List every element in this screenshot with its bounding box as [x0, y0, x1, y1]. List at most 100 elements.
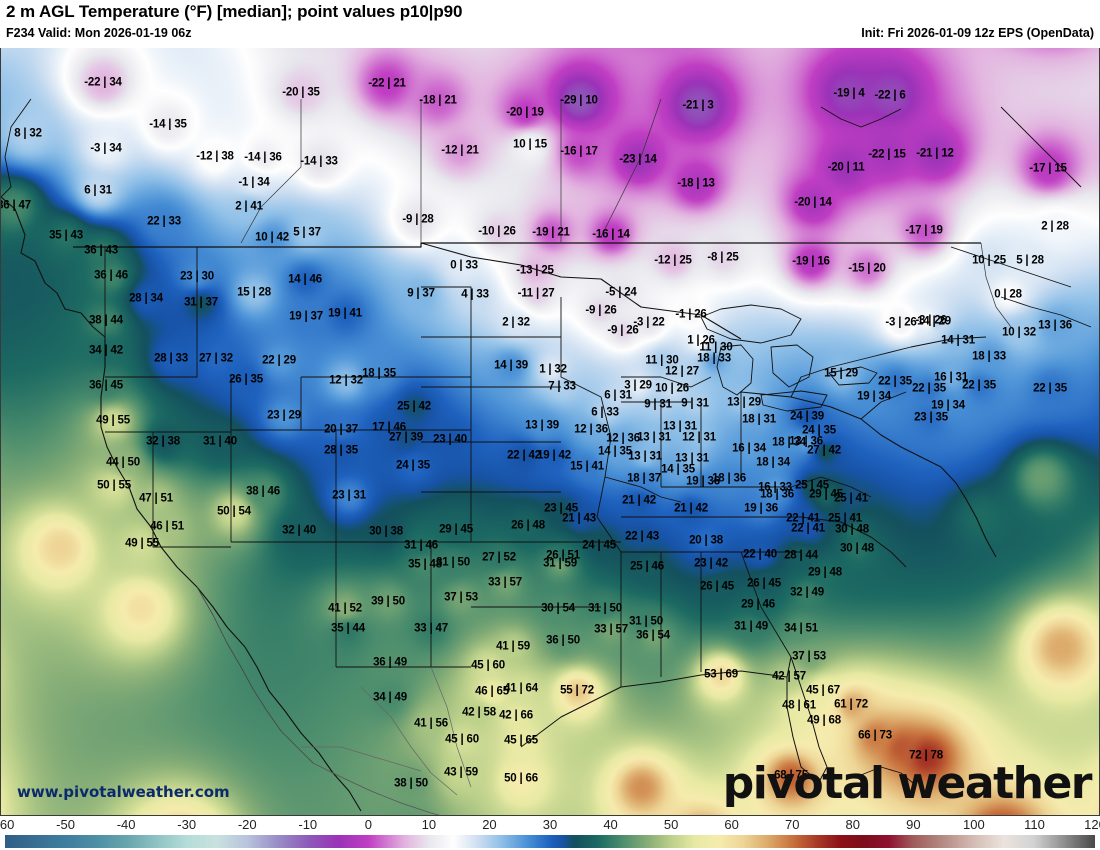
point-value-label: -23 | 14: [619, 153, 657, 166]
bc-ab-line: [240, 99, 302, 244]
point-value-label: 41 | 59: [496, 640, 530, 653]
point-value-label: 0 | 28: [994, 288, 1022, 301]
point-value-label: 22 | 41: [791, 522, 825, 535]
point-value-label: 31 | 50: [629, 615, 663, 628]
point-value-label: 19 | 42: [537, 449, 571, 462]
hudson-bay-south: [820, 106, 902, 128]
point-value-label: -14 | 36: [244, 151, 282, 164]
point-value-label: 36 | 50: [546, 634, 580, 647]
point-value-label: 25 | 41: [834, 492, 868, 505]
point-value-label: -3 | 26: [885, 316, 917, 329]
point-value-label: 18 | 37: [627, 472, 661, 485]
point-value-label: 1 | 26: [687, 334, 715, 347]
point-value-label: 30 | 48: [835, 523, 869, 536]
point-value-label: 18 | 34: [772, 436, 806, 449]
lake-michigan: [716, 344, 754, 396]
temperature-map[interactable]: -22 | 34 8 | 32 -14 | 35 -3 | 34 -12 | 38 -14…: [0, 46, 1100, 816]
point-value-label: 14 | 31: [941, 334, 975, 347]
point-value-label: 23 | 31: [332, 489, 366, 502]
point-value-label: -22 | 15: [868, 148, 906, 161]
colorbar-tick-5: -10: [298, 817, 318, 832]
point-value-label: 1 | 32: [539, 363, 567, 376]
point-value-label: 31 | 50: [588, 602, 622, 615]
point-value-label: -21 | 12: [916, 147, 954, 160]
point-value-label: 32 | 40: [282, 524, 316, 537]
point-value-label: 13 | 36: [789, 435, 823, 448]
point-value-label: 43 | 59: [444, 766, 478, 779]
point-value-label: -12 | 21: [441, 144, 479, 157]
point-value-label: 23 | 42: [694, 557, 728, 570]
point-value-label: 8 | 32: [14, 127, 42, 140]
gulf-st-lawrence: [1000, 296, 1092, 328]
point-value-label: 22 | 43: [625, 530, 659, 543]
point-value-label: 31 | 46: [404, 539, 438, 552]
colorbar-tick-1: -50: [56, 817, 75, 832]
point-value-label: 41 | 56: [414, 717, 448, 730]
point-value-label: 18 | 31: [742, 413, 776, 426]
ne-coast: [740, 391, 997, 558]
point-value-label: 42 | 58: [462, 706, 496, 719]
point-value-label: 13 | 31: [628, 450, 662, 463]
mo-river: [604, 476, 682, 503]
point-value-label: 2 | 41: [235, 200, 263, 213]
colorbar-tick-15: 90: [906, 817, 921, 832]
point-value-label: -22 | 6: [874, 89, 906, 102]
ne-canada-coast: [1000, 106, 1082, 188]
point-value-label: 25 | 45: [795, 479, 829, 492]
point-value-label: 36 | 45: [89, 379, 123, 392]
map-header: 2 m AGL Temperature (°F) [median]; point…: [0, 0, 1100, 48]
point-value-label: 35 | 48: [408, 558, 442, 571]
point-value-label: -12 | 38: [196, 150, 234, 163]
lake-erie: [760, 390, 828, 412]
point-value-label: 22 | 35: [912, 382, 946, 395]
point-value-label: 5 | 28: [1016, 254, 1044, 267]
id-wa-line: [105, 247, 198, 378]
point-value-label: 22 | 42: [507, 449, 541, 462]
point-value-label: -11 | 27: [517, 287, 555, 300]
colorbar-tick-10: 40: [603, 817, 618, 832]
point-value-label: 29 | 45: [439, 523, 473, 536]
point-value-label: 49 | 68: [807, 714, 841, 727]
point-value-label: -20 | 14: [794, 196, 832, 209]
point-value-label: 15 | 28: [237, 286, 271, 299]
point-value-label: 26 | 45: [747, 577, 781, 590]
point-value-label: 37 | 53: [444, 591, 478, 604]
mex-state-c: [301, 746, 422, 772]
point-value-label: 50 | 66: [504, 772, 538, 785]
point-value-label: 6 | 33: [591, 406, 619, 419]
point-value-label: 3 | 29: [624, 379, 652, 392]
lake-ontario: [828, 366, 878, 386]
colorbar[interactable]: [5, 835, 1095, 848]
point-value-label: 26 | 45: [700, 580, 734, 593]
point-value-label: 28 | 44: [784, 549, 818, 562]
colorbar-tick-8: 20: [482, 817, 497, 832]
point-value-label: 28 | 35: [324, 444, 358, 457]
point-value-label: 29 | 46: [741, 598, 775, 611]
point-value-label: 15 | 29: [824, 367, 858, 380]
point-value-label: -20 | 19: [506, 106, 544, 119]
point-value-label: 20 | 38: [689, 534, 723, 547]
point-value-label: -10 | 26: [478, 225, 516, 238]
baja-east-coast: [196, 586, 314, 764]
point-value-label: 31 | 40: [203, 435, 237, 448]
point-value-label: 45 | 67: [806, 684, 840, 697]
point-value-label: 50 | 54: [217, 505, 251, 518]
point-value-label: -14 | 33: [300, 155, 338, 168]
point-value-label: 10 | 15: [513, 138, 547, 151]
bahamas: [860, 766, 914, 784]
point-value-label: 36 | 47: [0, 199, 31, 212]
ct-ma: [860, 391, 907, 420]
point-value-label: 22 | 29: [262, 354, 296, 367]
point-value-label: -1 | 26: [675, 308, 707, 321]
point-value-label: 42 | 66: [499, 709, 533, 722]
point-value-label: 19 | 36: [744, 502, 778, 515]
point-value-label: 35 | 44: [331, 622, 365, 635]
colorbar-tick-4: -20: [237, 817, 257, 832]
point-value-label: 31 | 49: [734, 620, 768, 633]
point-value-label: 19 | 36: [686, 475, 720, 488]
nd-sd-mt: [421, 286, 472, 337]
point-value-label: 14 | 29: [917, 315, 951, 328]
point-value-label: 36 | 43: [84, 244, 118, 257]
point-value-label: 22 | 40: [743, 548, 777, 561]
point-value-label: 23 | 35: [914, 411, 948, 424]
